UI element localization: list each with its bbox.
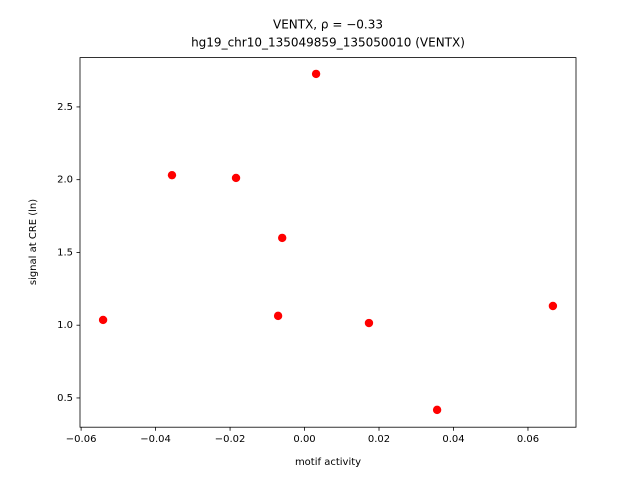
point — [98, 315, 108, 325]
y-tick-label: 2.0 — [57, 175, 73, 186]
x-tick-label: −0.04 — [140, 434, 171, 445]
x-tick-label: 0.02 — [368, 434, 390, 445]
y-tick-label: 1.0 — [57, 320, 73, 331]
y-tick-label: 1.5 — [57, 247, 73, 258]
y-tick-label: 0.5 — [57, 393, 73, 404]
x-tick-label: −0.02 — [215, 434, 246, 445]
point — [548, 301, 558, 311]
x-tick-label: 0.04 — [442, 434, 464, 445]
y-tick-label: 2.5 — [57, 102, 73, 113]
chart-title: VENTX, ρ = −0.33 — [273, 18, 383, 32]
chart-subtitle: hg19_chr10_135049859_135050010 (VENTX) — [191, 36, 465, 50]
point — [311, 69, 321, 79]
plot-frame — [79, 57, 577, 428]
x-tick-label: −0.06 — [66, 434, 97, 445]
point — [273, 311, 283, 321]
point — [167, 170, 177, 180]
x-tick-label: 0.06 — [517, 434, 539, 445]
point — [277, 233, 287, 243]
y-axis-label: signal at CRE (ln) — [28, 199, 39, 285]
x-tick-label: 0.00 — [293, 434, 315, 445]
point — [432, 405, 442, 415]
x-axis-label: motif activity — [295, 457, 361, 468]
point — [231, 173, 241, 183]
point — [364, 318, 374, 328]
